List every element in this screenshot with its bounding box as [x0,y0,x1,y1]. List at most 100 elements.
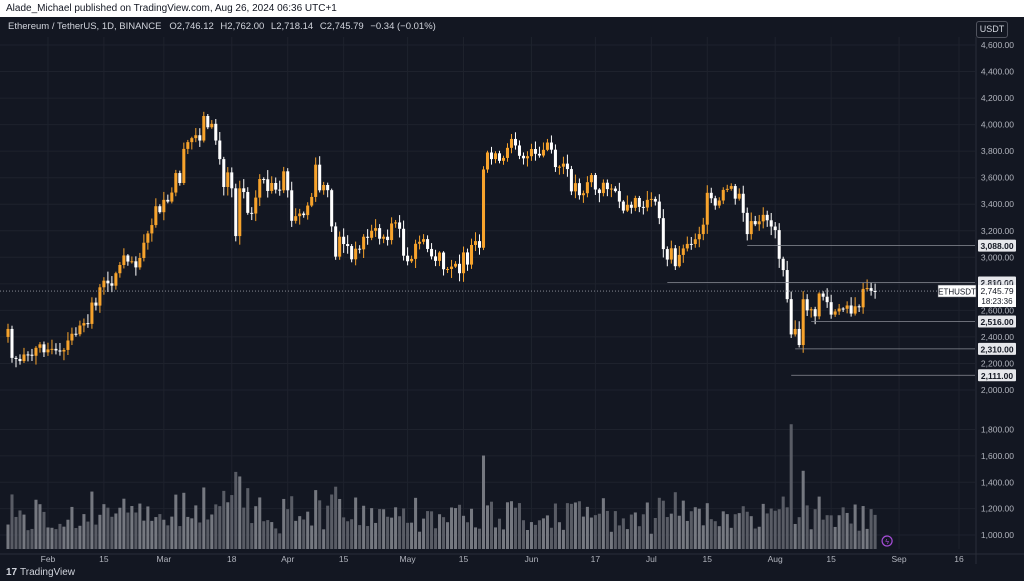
currency-button[interactable]: USDT [976,21,1008,38]
volume-bar [98,514,102,549]
volume-bar [833,526,837,549]
candle-2024-08-21 [853,297,857,316]
candle-2024-06-20 [605,179,609,197]
candle-body [689,243,693,245]
price-chart[interactable]: 3,088.00 2,810.00 2,516.00 2,310.00 2,111.00… [0,17,1024,564]
candle-2024-05-25 [501,155,506,165]
volume-bar [561,529,565,549]
candle-2024-08-04 [785,260,789,303]
candle-2024-06-08 [557,165,561,175]
candle-2024-03-18 [230,167,234,198]
volume-bar [729,527,733,549]
candle-2024-06-03 [537,146,541,158]
candle-2024-01-24 [14,355,18,368]
time-tick-label: Sep [892,554,907,564]
volume-bar [290,496,294,549]
candle-2024-06-13 [577,178,581,200]
candle-2024-02-14 [98,284,102,313]
candle-body [246,192,250,213]
candle-body [394,222,398,224]
candle-2024-07-09 [681,244,685,263]
volume-bar [306,511,310,549]
volume-bar [653,517,657,549]
candle-2024-06-29 [641,201,645,215]
volume-bar [517,503,521,549]
candle-2024-06-30 [645,190,649,212]
price-tick-label: 4,000.00 [981,120,1014,130]
price-tick-label: 4,200.00 [981,93,1014,103]
candle-2024-08-23 [861,282,865,314]
candle-2024-05-23 [493,151,498,164]
candle-body [26,354,30,356]
candle-2024-07-18 [717,197,721,209]
volume-bar [294,520,298,549]
time-axis: Feb 15 Mar 18 Apr 15 May 15 Jun 17 Jul 15 Aug 15 Sep 16… [0,535,1024,564]
volume-bar [426,511,430,549]
tradingview-logo[interactable]: 17 [6,567,18,578]
candle-body [38,344,42,348]
candle-2024-01-26 [22,347,26,364]
time-tick-label: Feb [41,554,56,564]
candle-2024-07-26 [749,212,753,240]
volume-bar [785,507,789,549]
candle-2024-06-15 [585,176,589,198]
candle-body [865,288,869,290]
volume-bar [789,424,793,549]
volume-bar [410,522,414,549]
volume-bar [62,526,66,549]
candle-2024-05-19 [477,234,482,255]
volume-bar [314,490,318,549]
candle-body [485,152,490,170]
tradingview-brand[interactable]: TradingView [20,567,76,578]
volume-bar [849,523,853,549]
volume-bar [541,518,545,549]
candle-2024-07-24 [741,185,745,222]
candle-body [529,149,533,157]
candle-body [182,148,186,183]
candle-2024-03-05 [178,170,182,186]
candle-body [805,299,809,311]
candle-body [106,280,110,284]
candle-body [346,244,350,247]
candle-2024-03-21 [242,179,246,199]
candle-body [130,261,134,263]
candle-body [10,328,14,358]
volume-bar [865,528,869,549]
candle-2024-07-31 [769,212,773,236]
candle-body [14,357,18,359]
volume-bar [282,498,286,549]
volume-bar [418,531,422,549]
candle-2024-02-08 [74,327,78,337]
candle-2024-04-02 [290,181,294,227]
volume-bar [94,524,98,549]
volume-bar [593,515,597,549]
candle-2024-06-10 [565,154,569,177]
candle-body [222,159,226,187]
candle-body [338,236,342,257]
volume-bar [689,511,693,549]
level-badge [978,315,1016,328]
candle-2024-06-14 [581,190,585,203]
candle-body [625,204,629,211]
candle-body [438,252,442,261]
volume-bar [573,502,577,549]
candle-body [665,249,669,260]
candle-body [290,190,294,221]
candle-2024-08-22 [857,304,861,312]
volume-bar [270,522,274,549]
candle-body [861,288,865,308]
volume-bar [394,507,398,549]
candle-body [577,183,581,196]
candle-2024-01-22 [6,323,10,343]
open-value: 2,746.12 [176,21,214,32]
candle-2024-06-04 [541,142,545,158]
countdown-label: 18:23:36 [981,297,1013,306]
candle-2024-03-27 [266,170,270,198]
candle-body [677,254,681,267]
symbol-name[interactable]: Ethereum / TetherUS, 1D, BINANCE [8,21,162,32]
volume-bar [118,507,122,549]
candle-2024-07-20 [725,184,729,193]
volume-bar [470,508,474,549]
candle-body [773,226,777,231]
